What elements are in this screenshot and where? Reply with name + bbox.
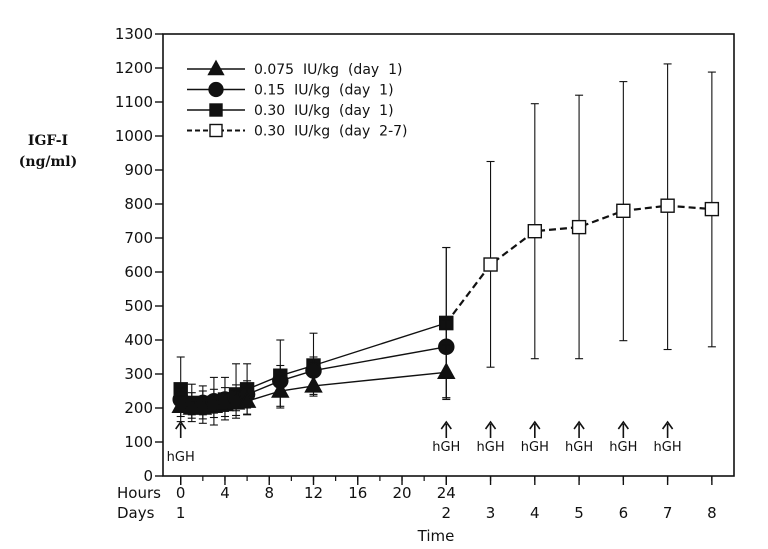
up-arrow-head-icon [484,420,497,430]
up-arrow-head-icon [661,420,674,430]
y-tick-label: 600 [124,263,153,281]
x-day-tick-label: 8 [707,504,717,522]
legend-marker [209,103,223,117]
hgh-label: hGH [167,450,195,465]
data-point [271,380,290,398]
x-hour-tick-label: 16 [348,484,367,502]
data-point [704,201,720,217]
hgh-annotation: hGH [432,420,460,455]
hgh-annotation: hGH [477,420,505,455]
legend-entry-2: 0.30 IU/kg (day 1) [187,103,394,119]
x-day-tick-label: 4 [530,504,540,522]
data-point [571,219,587,235]
x-axis-row-label-hours: Hours [117,484,161,502]
x-axis-row-label-days: Days [117,504,155,522]
plot-frame [162,33,735,477]
y-tick-label: 1300 [115,25,153,43]
legend-label: 0.075 IU/kg (day 1) [254,62,402,78]
legend-marker [209,123,223,138]
legend-label: 0.30 IU/kg (day 1) [254,103,394,119]
hgh-label: hGH [565,440,593,455]
y-tick-label: 300 [124,365,153,383]
data-point [171,396,190,414]
hgh-label: hGH [609,440,637,455]
data-point [483,257,498,272]
up-arrow-head-icon [617,420,629,430]
x-day-tick-label: 6 [619,504,629,522]
data-point [527,223,543,239]
hgh-annotation: hGH [521,420,549,455]
axes: 0100200300400500600700800900100011001200… [115,25,735,522]
y-tick-label: 1000 [115,127,153,145]
series-layer [171,63,720,426]
y-tick-label: 100 [124,433,153,451]
hgh-label: hGH [654,440,682,455]
hgh-annotation: hGH [167,420,195,465]
up-arrow-head-icon [440,420,452,430]
x-day-tick-label: 3 [486,504,496,522]
legend-marker [208,81,224,98]
up-arrow-head-icon [175,420,187,430]
x-day-tick-label: 2 [442,504,452,522]
y-axis-title-line-1: IGF-I [28,133,68,149]
series-3 [439,63,720,399]
data-point [237,391,257,408]
x-day-tick-label: 7 [663,504,673,522]
data-point [304,375,323,393]
x-hour-tick-label: 20 [392,484,411,502]
x-hour-tick-label: 0 [176,484,186,502]
y-axis-title-line-2: (ng/ml) [19,154,77,170]
x-day-tick-label: 5 [574,504,584,522]
x-day-tick-label: 1 [176,504,186,522]
legend-label: 0.30 IU/kg (day 2-7) [254,124,408,140]
annotation-layer: hGH hGH hGH hGH hGH hGH hGH [167,420,682,465]
x-axis-title: Time [417,527,455,545]
hgh-label: hGH [432,440,460,455]
y-tick-label: 1100 [115,93,153,111]
data-point [437,362,456,380]
y-tick-label: 200 [124,399,153,417]
hgh-label: hGH [477,440,505,455]
data-point [616,203,631,219]
x-hour-tick-label: 4 [220,484,230,502]
hgh-annotation: hGH [609,420,637,455]
y-tick-label: 1200 [115,59,153,77]
y-tick-label: 800 [124,195,153,213]
x-hour-tick-label: 12 [304,484,323,502]
hgh-annotation: hGH [565,420,593,455]
legend-marker [207,59,225,76]
x-hour-tick-label: 24 [437,484,456,502]
y-tick-label: 400 [124,331,153,349]
legend-entry-1: 0.15 IU/kg (day 1) [187,81,394,99]
y-tick-label: 700 [124,229,153,247]
series-0 [171,344,456,420]
data-point [660,198,675,213]
hgh-annotation: hGH [654,420,682,455]
legend-entry-0: 0.075 IU/kg (day 1) [187,59,402,78]
y-tick-label: 500 [124,297,153,315]
legend-label: 0.15 IU/kg (day 1) [254,83,394,99]
y-tick-label: 0 [143,467,153,485]
legend-entry-3: 0.30 IU/kg (day 2-7) [187,124,408,140]
hgh-label: hGH [521,440,549,455]
legend: 0.075 IU/kg (day 1) 0.15 IU/kg (day 1) 0.3… [187,59,408,140]
up-arrow-head-icon [529,420,541,430]
y-tick-label: 900 [124,161,153,179]
x-hour-tick-label: 8 [264,484,274,502]
data-point [182,397,202,415]
up-arrow-head-icon [573,420,585,430]
